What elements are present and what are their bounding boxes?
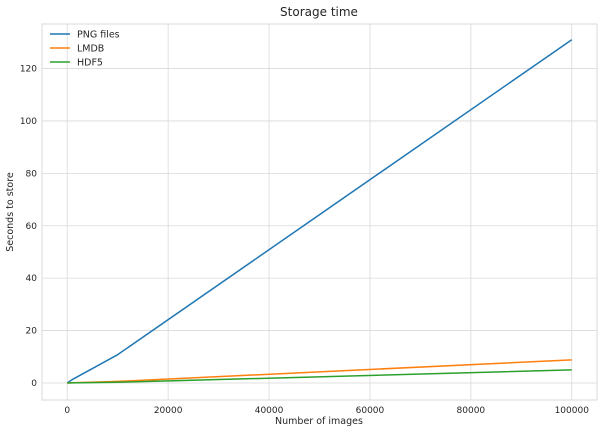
legend-label-hdf5: HDF5 — [77, 58, 103, 69]
x-tick-label: 20000 — [154, 406, 183, 416]
series-line-hdf5 — [66, 369, 572, 384]
tick-labels: 0 20000 40000 60000 80000 100000 0 20 40 60 80 100 1… — [20, 65, 589, 416]
x-tick-label: 60000 — [356, 406, 385, 416]
x-axis-label: Number of images — [275, 416, 363, 427]
x-tick-label: 0 — [64, 406, 70, 416]
x-tick-label: 80000 — [457, 406, 486, 416]
y-tick-label: 80 — [26, 169, 38, 179]
y-tick-label: 60 — [26, 222, 38, 232]
series-lines — [66, 39, 573, 384]
y-tick-label: 0 — [31, 379, 37, 389]
chart-title: Storage time — [280, 5, 358, 19]
y-tick-label: 20 — [26, 327, 38, 337]
legend-label-png-files: PNG files — [77, 30, 120, 41]
legend: PNG files LMDB HDF5 — [50, 30, 120, 69]
y-tick-label: 40 — [26, 274, 38, 284]
legend-label-lmdb: LMDB — [77, 44, 104, 55]
x-tick-label: 40000 — [255, 406, 284, 416]
y-tick-label: 120 — [20, 65, 37, 75]
y-tick-label: 100 — [20, 117, 37, 127]
x-tick-label: 100000 — [555, 406, 590, 416]
gridlines — [42, 24, 597, 400]
y-axis-label: Seconds to store — [5, 172, 16, 252]
